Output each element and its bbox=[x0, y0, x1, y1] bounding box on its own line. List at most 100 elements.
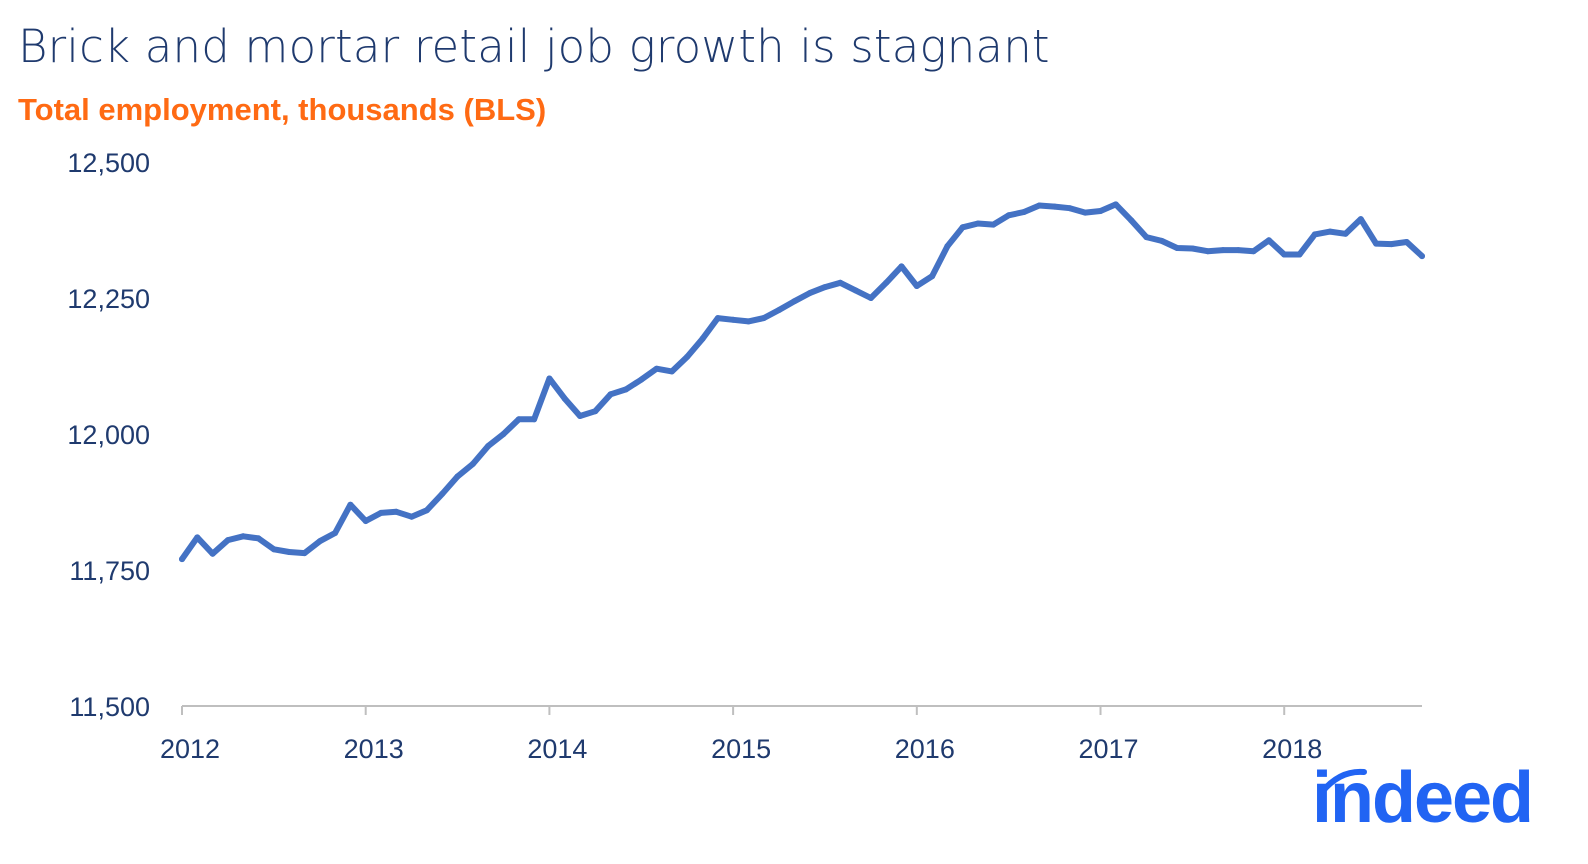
data-point bbox=[867, 295, 874, 301]
y-tick-label: 12,500 bbox=[67, 148, 150, 178]
data-point bbox=[1265, 237, 1272, 244]
data-point bbox=[194, 534, 201, 541]
y-tick-label: 12,250 bbox=[67, 284, 150, 314]
data-point bbox=[1082, 209, 1089, 216]
data-point bbox=[913, 283, 920, 289]
data-point bbox=[1388, 241, 1395, 248]
x-tick-label: 2015 bbox=[711, 734, 771, 764]
data-point bbox=[1327, 228, 1334, 235]
data-point bbox=[408, 513, 415, 520]
data-point bbox=[240, 533, 247, 540]
data-point bbox=[944, 243, 951, 250]
data-point bbox=[791, 298, 798, 305]
indeed-logo-arc bbox=[1319, 768, 1367, 795]
data-point bbox=[883, 279, 890, 286]
data-point bbox=[1112, 201, 1119, 208]
x-tick-label: 2013 bbox=[344, 734, 404, 764]
data-point bbox=[623, 386, 629, 393]
y-tick-label: 12,000 bbox=[67, 420, 150, 450]
data-point bbox=[1066, 205, 1073, 212]
data-point bbox=[1021, 209, 1027, 215]
data-point bbox=[653, 365, 660, 372]
data-point bbox=[699, 335, 706, 342]
data-point bbox=[500, 431, 507, 437]
data-point bbox=[393, 508, 400, 515]
data-point bbox=[209, 550, 216, 557]
data-point bbox=[837, 279, 844, 286]
data-point bbox=[745, 318, 752, 325]
data-point bbox=[485, 443, 492, 449]
data-point bbox=[332, 530, 339, 536]
data-point bbox=[255, 535, 262, 542]
chart-subtitle: Total employment, thousands (BLS) bbox=[18, 92, 547, 127]
data-point bbox=[1128, 217, 1135, 224]
data-point bbox=[423, 507, 430, 514]
series-layer bbox=[179, 201, 1425, 563]
data-point bbox=[270, 546, 277, 553]
data-point bbox=[1296, 251, 1303, 258]
data-point bbox=[1189, 245, 1196, 252]
data-point bbox=[714, 315, 721, 322]
data-point bbox=[546, 375, 553, 382]
data-point bbox=[301, 550, 308, 557]
data-point bbox=[1281, 251, 1288, 258]
data-point bbox=[1235, 247, 1242, 254]
data-point bbox=[975, 220, 981, 227]
data-point bbox=[776, 307, 782, 313]
data-point bbox=[990, 221, 997, 228]
data-point bbox=[668, 368, 675, 375]
data-point bbox=[378, 509, 384, 516]
data-point bbox=[347, 501, 354, 508]
series-line bbox=[179, 201, 1425, 563]
x-tick-label: 2017 bbox=[1078, 734, 1138, 764]
x-tick-label: 2016 bbox=[895, 734, 955, 764]
data-point bbox=[1036, 202, 1043, 209]
data-point bbox=[1220, 247, 1226, 254]
data-point bbox=[898, 263, 905, 270]
data-point bbox=[1097, 208, 1104, 214]
data-point bbox=[1158, 237, 1165, 244]
data-point bbox=[1143, 234, 1150, 241]
data-point bbox=[592, 408, 599, 415]
data-point bbox=[1204, 248, 1211, 255]
data-point bbox=[852, 287, 859, 294]
data-point bbox=[316, 538, 323, 545]
data-point bbox=[638, 376, 645, 383]
data-point bbox=[1403, 239, 1410, 245]
data-point bbox=[1357, 216, 1364, 223]
data-point bbox=[515, 416, 522, 423]
data-point bbox=[959, 224, 966, 231]
data-point bbox=[1250, 248, 1257, 255]
data-point bbox=[1373, 240, 1380, 247]
data-point bbox=[454, 473, 461, 480]
data-point bbox=[224, 537, 231, 544]
y-tick-label: 11,500 bbox=[69, 692, 150, 722]
y-tick-label: 11,750 bbox=[69, 556, 150, 586]
data-point bbox=[362, 518, 369, 524]
x-tick-label: 2014 bbox=[527, 734, 587, 764]
y-axis-tick-labels: 11,500 11,750 12,000 12,250 12,500 bbox=[67, 148, 150, 722]
data-point bbox=[1311, 231, 1318, 238]
data-point bbox=[1342, 230, 1349, 237]
x-axis: 2012 2013 2014 2015 2016 2017 2018 bbox=[160, 705, 1422, 764]
data-point bbox=[929, 273, 936, 280]
data-point bbox=[822, 284, 828, 291]
data-point bbox=[439, 490, 446, 497]
data-point bbox=[179, 556, 185, 563]
data-point bbox=[561, 395, 568, 402]
data-point bbox=[607, 391, 614, 398]
data-point bbox=[286, 549, 293, 555]
data-point bbox=[1419, 253, 1425, 260]
data-point bbox=[806, 290, 813, 297]
data-point bbox=[760, 315, 767, 322]
data-point bbox=[1174, 245, 1181, 251]
chart-title: Brick and mortar retail job growth is st… bbox=[18, 20, 1050, 73]
data-point bbox=[730, 316, 737, 323]
data-point bbox=[577, 413, 583, 419]
data-point bbox=[1005, 212, 1012, 219]
indeed-logo: indeed bbox=[1312, 758, 1534, 838]
data-point bbox=[531, 416, 538, 423]
data-point bbox=[684, 353, 691, 360]
x-tick-label: 2018 bbox=[1262, 734, 1322, 764]
data-point bbox=[469, 460, 476, 467]
